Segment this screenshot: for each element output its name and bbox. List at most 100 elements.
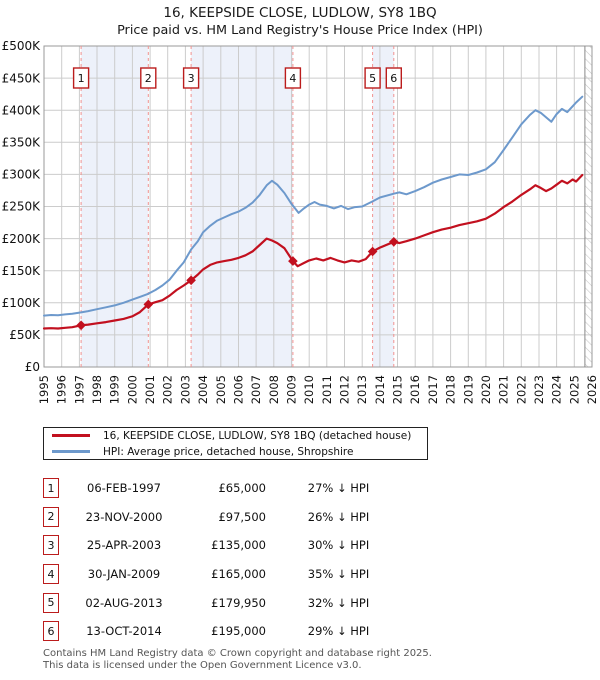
x-tick-label: 1999 (108, 375, 122, 404)
sale-price: £135,000 (211, 538, 266, 553)
sale-number-box (284, 67, 302, 89)
sale-date: 13-OCT-2014 (86, 624, 162, 639)
sale-number-badge: 4 (43, 564, 59, 585)
sale-number-box (385, 67, 402, 89)
y-tick-label: £150K (2, 264, 42, 278)
hpi-series-line (43, 95, 584, 317)
sale-number-box (72, 67, 90, 89)
sale-hpi-delta: 35% ↓ HPI (307, 567, 370, 582)
sale-price: £179,950 (211, 595, 266, 610)
footer-line-1: Contains HM Land Registry data © Crown c… (43, 648, 432, 659)
sale-price: £65,000 (218, 481, 266, 495)
y-tick-label: £50K (9, 328, 41, 342)
attribution-footer: Contains HM Land Registry data © Crown c… (43, 648, 432, 671)
y-tick-label: £450K (2, 71, 42, 85)
x-tick-label: 2012 (338, 375, 352, 404)
sale-number-badge: 5 (43, 592, 59, 613)
x-tick-label: 2008 (267, 375, 281, 404)
sale-hpi-delta: 26% ↓ HPI (307, 509, 370, 524)
sale-hpi-delta: 30% ↓ HPI (307, 538, 370, 553)
sale-date: 30-JAN-2009 (87, 567, 161, 582)
sale-hpi-delta: 29% ↓ HPI (307, 624, 370, 639)
x-tick-label: 2000 (125, 375, 139, 404)
x-tick-label: 2014 (373, 375, 387, 404)
sale-number-box (364, 67, 381, 89)
x-tick-label: 2009 (285, 375, 299, 404)
x-tick-label: 1995 (37, 375, 51, 404)
x-tick-label: 2013 (355, 375, 369, 404)
sale-number-badge: 3 (43, 535, 59, 556)
x-tick-label: 2002 (161, 375, 175, 404)
x-tick-label: 2006 (232, 375, 246, 404)
y-tick-label: £300K (2, 168, 42, 182)
x-tick-label: 2021 (497, 375, 511, 404)
sale-price: £97,500 (218, 509, 266, 524)
table-row: 1 06-FEB-1997 £65,000 27% ↓ HPI (43, 478, 443, 498)
footer-line-2: This data is licensed under the Open Gov… (43, 659, 362, 671)
legend-item-property: 16, KEEPSIDE CLOSE, LUDLOW, SY8 1BQ (det… (44, 429, 427, 443)
sale-date: 06-FEB-1997 (87, 481, 161, 495)
sale-hpi-delta: 27% ↓ HPI (307, 481, 370, 495)
sale-price: £165,000 (211, 567, 266, 582)
legend-label-hpi: HPI: Average price, detached house, Shro… (103, 445, 354, 458)
y-tick-label: £400K (2, 103, 42, 117)
x-tick-label: 1997 (72, 375, 86, 404)
sale-number-box (182, 67, 200, 89)
sale-number-label: 5 (369, 72, 376, 85)
sale-number-box (140, 67, 157, 89)
x-tick-label: 2018 (444, 375, 458, 404)
sale-number-label: 3 (188, 72, 195, 85)
x-tick-label: 2017 (426, 375, 440, 404)
sale-price: £195,000 (211, 624, 266, 639)
table-row: 3 25-APR-2003 £135,000 30% ↓ HPI (43, 535, 443, 556)
x-tick-label: 2001 (143, 375, 157, 404)
sale-number-badge: 2 (43, 506, 59, 527)
table-row: 4 30-JAN-2009 £165,000 35% ↓ HPI (43, 564, 443, 585)
y-tick-label: £500K (2, 39, 42, 53)
x-tick-label: 2015 (391, 375, 405, 404)
property-line-sample (52, 434, 90, 437)
chart-legend: 16, KEEPSIDE CLOSE, LUDLOW, SY8 1BQ (det… (43, 427, 428, 460)
x-tick-label: 2007 (249, 375, 263, 404)
table-row: 5 02-AUG-2013 £179,950 32% ↓ HPI (43, 592, 443, 613)
sale-date: 23-NOV-2000 (85, 509, 163, 524)
sale-number-label: 2 (145, 72, 152, 85)
x-tick-label: 2023 (532, 375, 546, 404)
y-tick-label: £200K (2, 232, 42, 246)
y-tick-label: £0 (25, 360, 40, 374)
x-tick-label: 2024 (550, 375, 564, 404)
sale-number-label: 6 (390, 72, 397, 85)
hpi-line-sample (52, 450, 90, 453)
price-history-chart: 1995 1996 1997 1998 1999 2000 2001 2002 2003 2004… (2, 39, 599, 404)
page-title: 16, KEEPSIDE CLOSE, LUDLOW, SY8 1BQ (163, 5, 437, 21)
sale-date: 02-AUG-2013 (85, 595, 163, 610)
page-subtitle: Price paid vs. HM Land Registry's House … (117, 23, 483, 38)
x-tick-label: 2025 (567, 375, 581, 404)
legend-label-property: 16, KEEPSIDE CLOSE, LUDLOW, SY8 1BQ (det… (103, 429, 412, 442)
x-tick-label: 2003 (178, 375, 192, 404)
sale-number-badge: 1 (43, 478, 59, 498)
sale-hpi-delta: 32% ↓ HPI (307, 595, 370, 610)
sale-number-badge: 6 (43, 621, 59, 642)
x-tick-label: 2016 (408, 375, 422, 404)
legend-item-hpi: HPI: Average price, detached house, Shro… (44, 445, 427, 459)
x-tick-label: 2010 (302, 375, 316, 404)
table-row: 6 13-OCT-2014 £195,000 29% ↓ HPI (43, 621, 443, 642)
property-series-line (42, 173, 584, 330)
sale-number-label: 1 (78, 72, 85, 85)
y-tick-label: £250K (2, 200, 42, 214)
x-tick-label: 2022 (514, 375, 528, 404)
x-tick-label: 2020 (479, 375, 493, 404)
x-tick-label: 2026 (585, 375, 599, 404)
sale-number-label: 4 (289, 72, 296, 85)
sale-date: 25-APR-2003 (86, 538, 162, 553)
plot-border (43, 45, 593, 368)
sales-table: 1 06-FEB-1997 £65,000 27% ↓ HPI 2 23-NOV… (43, 478, 443, 650)
x-tick-label: 2004 (196, 375, 210, 404)
y-tick-label: £100K (2, 296, 42, 310)
sale-point-marker (388, 236, 399, 247)
x-tick-label: 1998 (90, 375, 104, 404)
x-tick-label: 2005 (214, 375, 228, 404)
x-tick-label: 2019 (461, 375, 475, 404)
